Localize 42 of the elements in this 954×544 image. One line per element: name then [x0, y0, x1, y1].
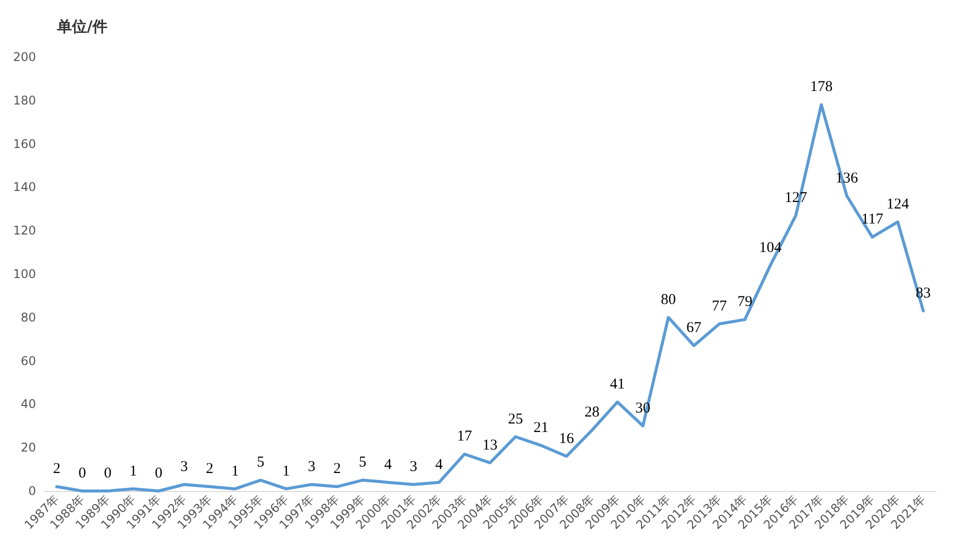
data-label: 13	[482, 437, 498, 454]
data-label: 4	[435, 456, 444, 473]
data-label: 178	[810, 79, 833, 96]
y-tick-label: 120	[13, 224, 36, 238]
data-label: 3	[410, 458, 418, 475]
data-label: 21	[533, 420, 548, 436]
y-tick-label: 60	[20, 354, 36, 368]
y-axis-title: 单位/件	[56, 18, 108, 36]
y-tick-label: 180	[13, 93, 36, 108]
data-label: 41	[610, 376, 625, 393]
data-label: 79	[737, 294, 752, 310]
data-label: 25	[508, 411, 523, 428]
data-label: 67	[686, 320, 702, 336]
data-label: 80	[660, 292, 676, 308]
data-label: 0	[154, 466, 162, 482]
y-tick-label: 20	[20, 440, 36, 455]
data-label: 3	[308, 458, 316, 475]
data-label: 117	[861, 212, 884, 228]
y-tick-label: 80	[20, 310, 36, 324]
data-label: 17	[457, 428, 473, 445]
y-tick-label: 100	[13, 267, 36, 281]
data-label: 0	[78, 466, 86, 482]
data-label: 77	[712, 298, 728, 314]
y-tick-label: 160	[13, 136, 36, 151]
data-label: 2	[206, 461, 214, 478]
data-label: 5	[256, 454, 264, 471]
data-label: 1	[129, 463, 137, 480]
data-label: 124	[886, 196, 910, 212]
data-label: 1	[282, 463, 290, 480]
y-tick-label: 200	[13, 50, 36, 64]
data-label: 0	[104, 466, 112, 482]
y-tick-label: 0	[28, 484, 36, 498]
data-label: 4	[384, 456, 392, 473]
data-label: 5	[358, 454, 366, 471]
data-label: 1	[231, 463, 239, 480]
data-label: 2	[52, 461, 60, 478]
data-label: 16	[558, 430, 574, 447]
data-label: 3	[180, 458, 188, 475]
data-label: 2	[333, 461, 341, 478]
y-tick-label: 40	[20, 397, 36, 412]
y-tick-label: 140	[13, 180, 36, 194]
data-label: 28	[584, 404, 600, 421]
